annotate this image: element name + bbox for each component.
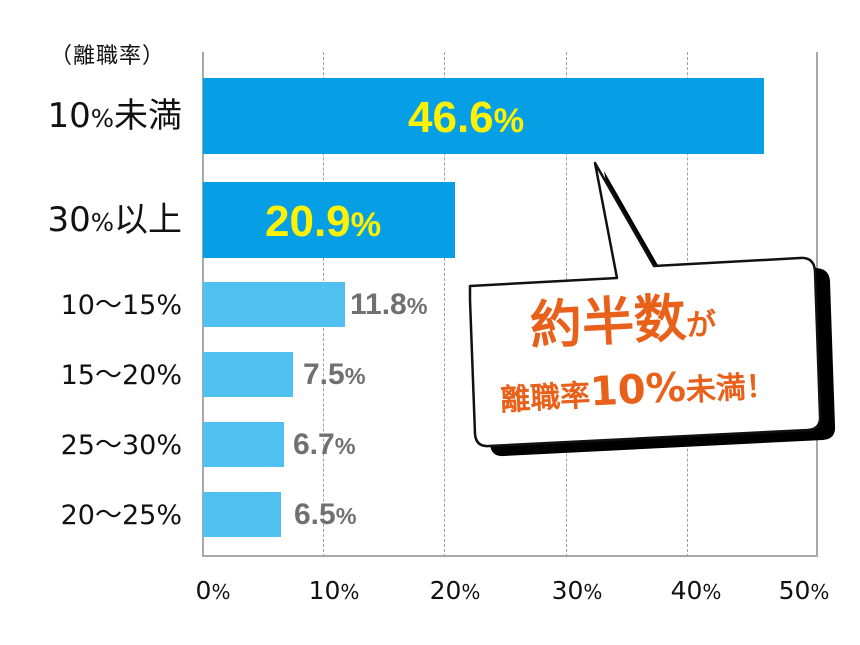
x-tick: 30% <box>551 576 603 605</box>
value-label: 6.7% <box>293 428 356 461</box>
x-tick: 40% <box>670 576 722 605</box>
category-label: 30%以上 <box>47 200 182 240</box>
value-label: 7.5% <box>303 358 366 391</box>
category-label: 15〜20% <box>60 360 182 391</box>
gridline-20 <box>444 52 445 557</box>
bar-20-25 <box>203 492 281 537</box>
value-label: 46.6% <box>408 93 525 142</box>
bar-15-20 <box>203 352 293 397</box>
category-label: 10〜15% <box>60 290 182 321</box>
callout-headline: 約半数が <box>528 288 718 357</box>
x-tick: 20% <box>429 576 481 605</box>
category-label: 25〜30% <box>60 430 182 461</box>
axis-title: （離職率） <box>50 44 166 69</box>
bar-25-30 <box>203 422 284 467</box>
x-tick: 50% <box>778 576 830 605</box>
category-label: 20〜25% <box>60 500 182 531</box>
category-label: 10%未満 <box>47 96 182 136</box>
x-tick: 10% <box>308 576 360 605</box>
value-label: 11.8% <box>350 288 428 321</box>
bar-under-10 <box>203 78 764 154</box>
bar-over-30 <box>203 182 455 258</box>
value-label: 20.9% <box>265 197 382 246</box>
bar-10-15 <box>203 282 345 327</box>
x-tick: 0% <box>195 576 231 605</box>
value-label: 6.5% <box>294 498 357 531</box>
